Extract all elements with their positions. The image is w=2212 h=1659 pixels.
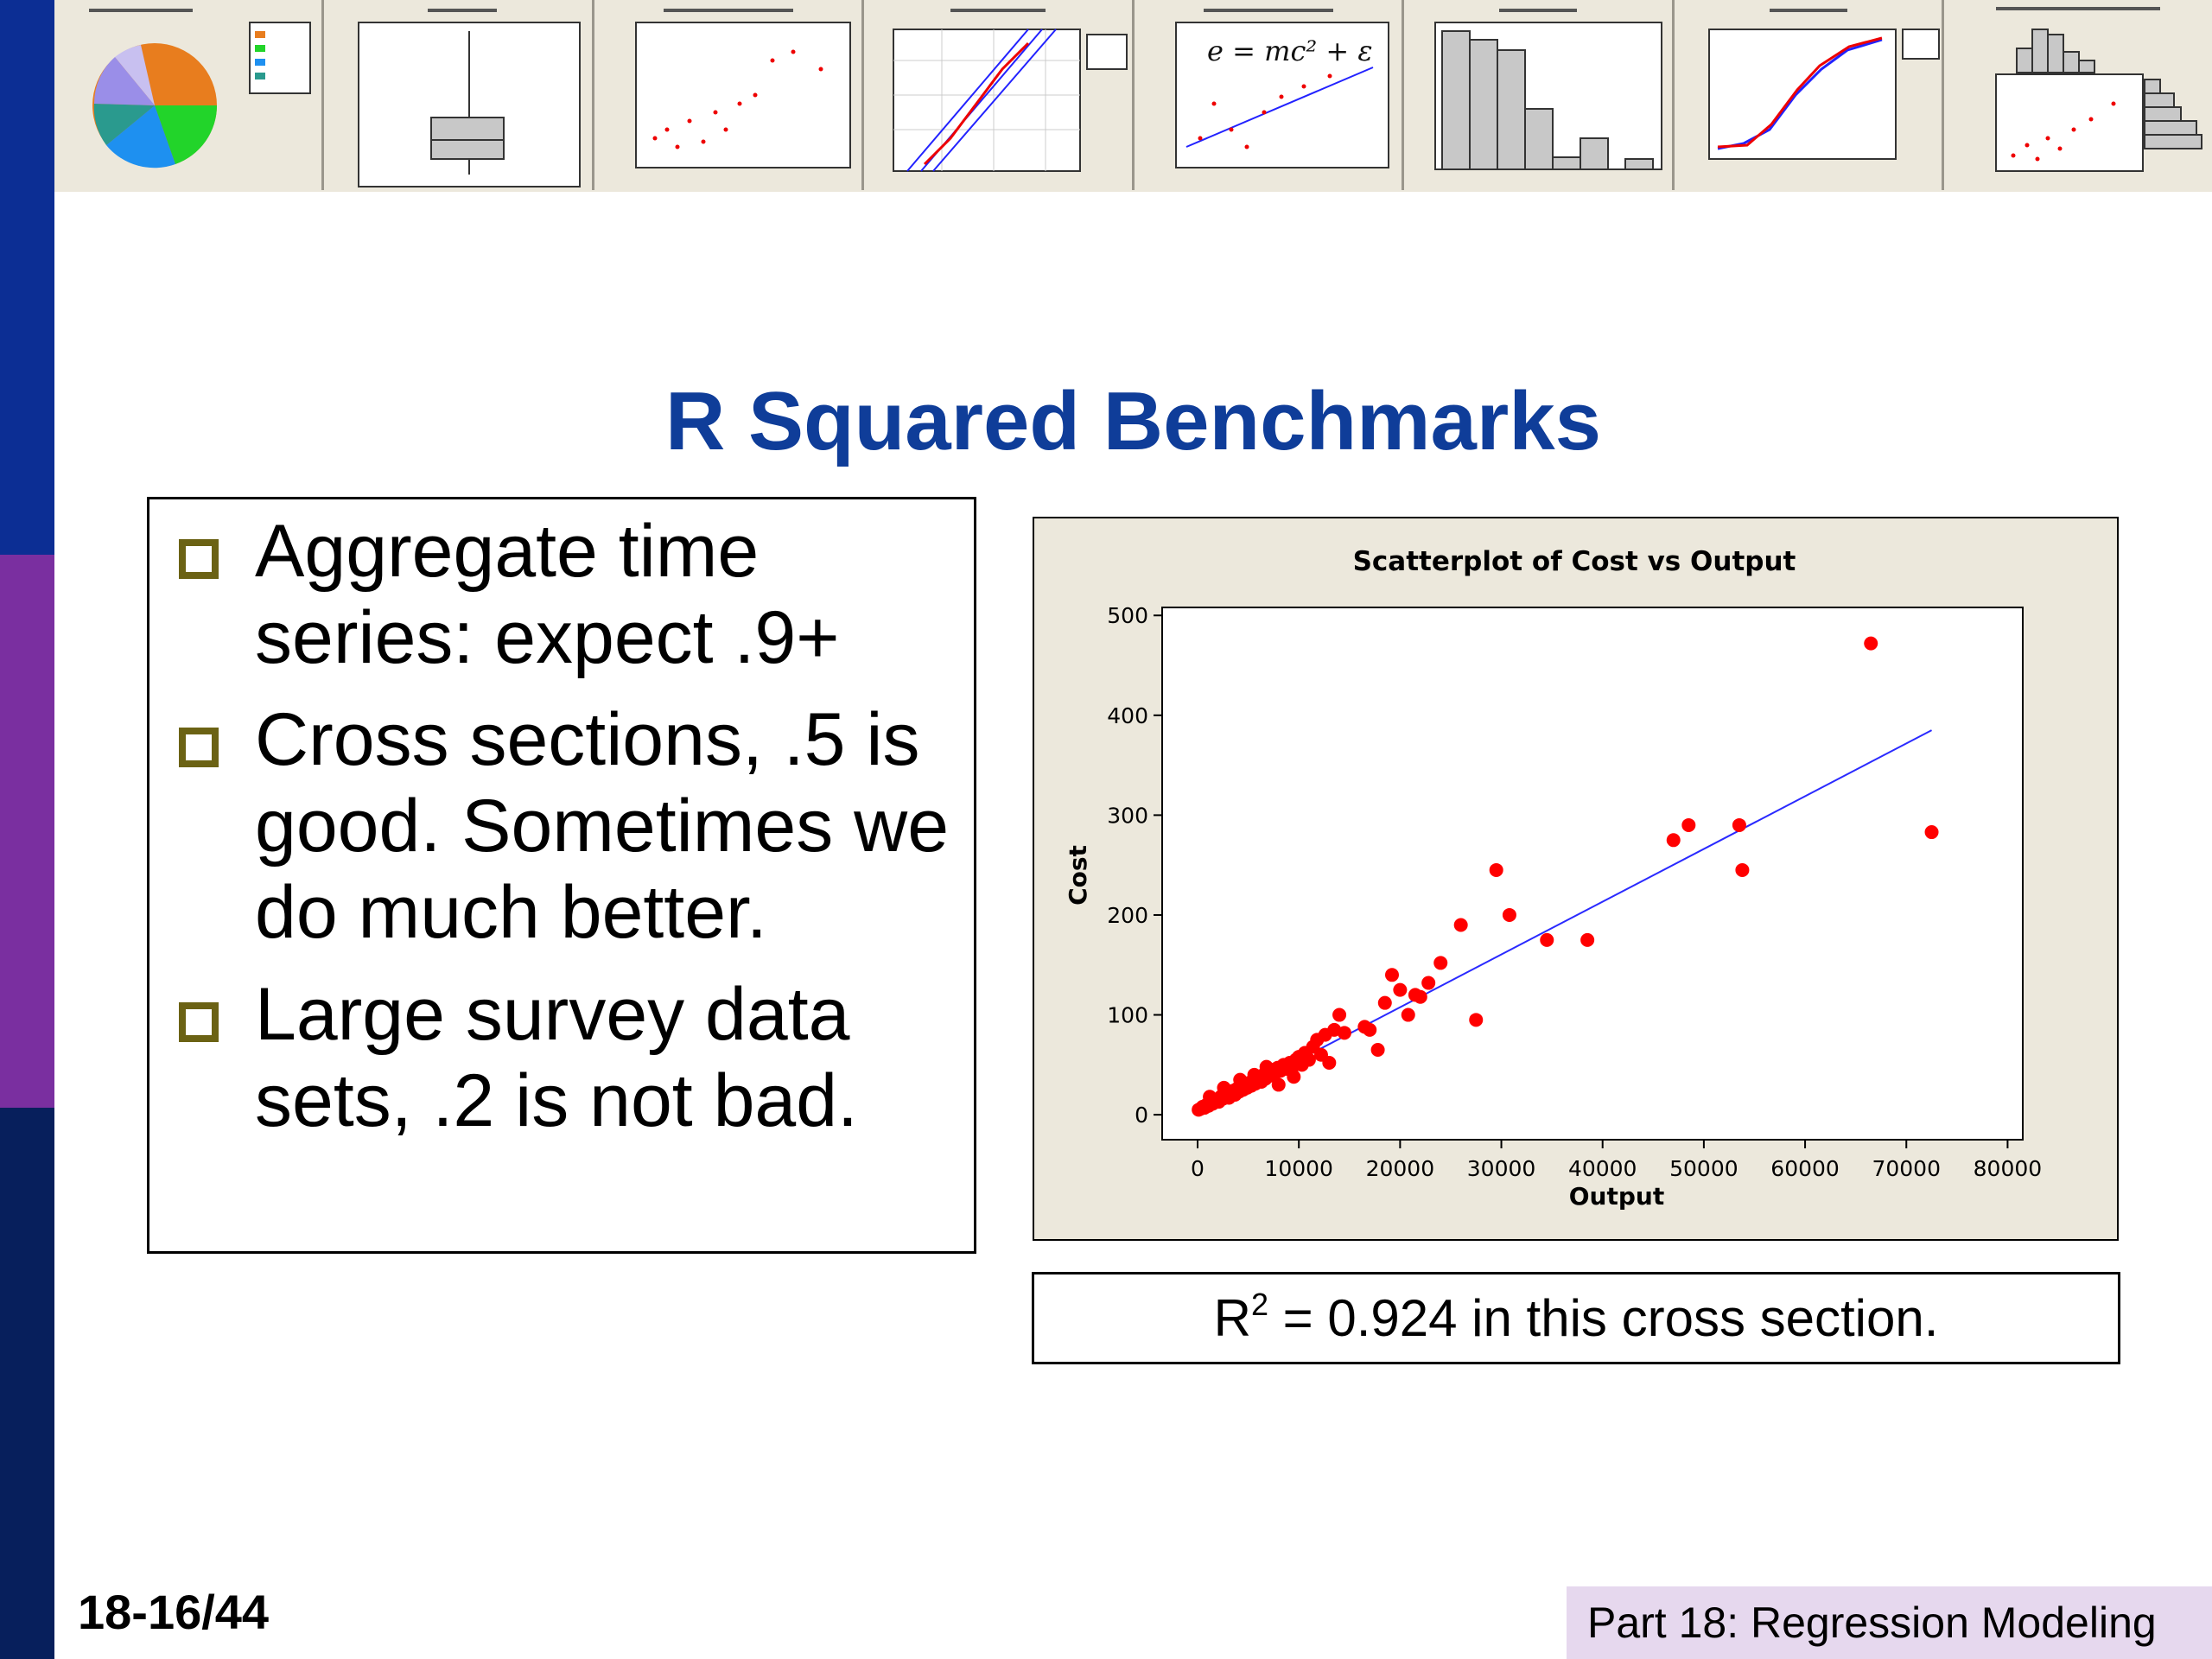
banner-probability-plot-thumbnail [864, 0, 1135, 190]
y-tick-label: 200 [1107, 903, 1148, 928]
banner-marginal-plot-thumbnail [1944, 0, 2212, 190]
r-squared-caption: R2 = 0.924 in this cross section. [1032, 1272, 2120, 1364]
data-point [1453, 918, 1468, 932]
bullet-text: Large survey data sets, .2 is not bad. [255, 973, 858, 1142]
data-point [1384, 968, 1399, 982]
data-point [1469, 1013, 1484, 1027]
bullet-item: Aggregate time series: expect .9+ [149, 508, 974, 681]
caption-suffix: = 0.924 in this cross section. [1268, 1289, 1939, 1347]
data-point [1287, 1070, 1301, 1084]
data-point [1370, 1042, 1385, 1057]
x-tick-label: 50000 [1669, 1156, 1738, 1181]
data-point [1421, 976, 1436, 990]
scatterplot-svg: Scatterplot of Cost vs Output 0 100 200 300… [1064, 546, 2042, 1211]
data-point [1489, 862, 1503, 877]
banner-empirical-cdf-thumbnail [1675, 0, 1944, 190]
x-tick-label: 10000 [1264, 1156, 1333, 1181]
x-tick-label: 80000 [1974, 1156, 2043, 1181]
y-tick-label: 500 [1107, 603, 1148, 628]
square-bullet-icon [179, 539, 219, 579]
data-point [1332, 1007, 1347, 1022]
y-tick-label: 400 [1107, 703, 1148, 728]
data-point [1924, 825, 1939, 840]
page-number: 18-16/44 [78, 1585, 270, 1639]
data-point [1580, 932, 1595, 947]
caption-prefix: R [1213, 1289, 1251, 1347]
square-bullet-icon [179, 728, 219, 767]
y-axis: 0 100 200 300 400 500 [1107, 603, 1162, 1128]
sidebar-band-bottom [0, 1108, 54, 1659]
data-point [1301, 1052, 1316, 1067]
scatterplot-chart: Scatterplot of Cost vs Output 0 100 200 300… [1033, 517, 2119, 1241]
data-point [1363, 1022, 1377, 1037]
data-points [1192, 636, 1939, 1117]
data-point [1203, 1090, 1217, 1104]
data-point [1247, 1067, 1262, 1082]
banner-scatter-thumbnail [594, 0, 864, 190]
banner-histogram-thumbnail [1404, 0, 1675, 190]
data-point [1666, 833, 1681, 848]
banner-formula-text: e = mc² + ε [1207, 35, 1373, 67]
banner-formula-thumbnail: e = mc² + ε [1135, 0, 1404, 190]
bullet-box: Aggregate time series: expect .9+ Cross … [147, 497, 976, 1254]
data-point [1540, 932, 1554, 947]
chart-title: Scatterplot of Cost vs Output [1353, 546, 1796, 577]
sidebar-band-middle [0, 555, 54, 1108]
banner-boxplot-thumbnail [324, 0, 594, 190]
bullet-list: Aggregate time series: expect .9+ Cross … [149, 508, 974, 1160]
bullet-text: Cross sections, .5 is good. Sometimes we… [255, 698, 950, 954]
banner-pie-thumbnail [54, 0, 324, 190]
data-point [1337, 1026, 1351, 1040]
data-point [1393, 982, 1408, 997]
x-tick-label: 30000 [1467, 1156, 1536, 1181]
caption-superscript: 2 [1250, 1287, 1268, 1322]
header-banner: e = mc² + ε [54, 0, 2212, 192]
data-point [1401, 1007, 1415, 1022]
x-tick-label: 40000 [1568, 1156, 1637, 1181]
x-tick-label: 20000 [1366, 1156, 1435, 1181]
data-point [1732, 817, 1746, 832]
bullet-item: Large survey data sets, .2 is not bad. [149, 971, 974, 1144]
data-point [1681, 817, 1696, 832]
data-point [1413, 989, 1427, 1004]
sidebar-band-top [0, 0, 54, 555]
data-point [1217, 1080, 1231, 1095]
y-axis-label: Cost [1064, 845, 1092, 906]
slide-title: R Squared Benchmarks [664, 375, 1602, 467]
data-point [1502, 907, 1516, 922]
data-point [1735, 862, 1750, 877]
x-axis-label: Output [1569, 1182, 1664, 1211]
data-point [1259, 1059, 1274, 1074]
data-point [1433, 956, 1448, 970]
x-axis: 0 10000 20000 30000 40000 50000 60000 70000 8000… [1191, 1140, 2042, 1181]
y-tick-label: 300 [1107, 803, 1148, 828]
data-point [1377, 995, 1392, 1010]
bullet-item: Cross sections, .5 is good. Sometimes we… [149, 696, 974, 956]
x-tick-label: 60000 [1770, 1156, 1840, 1181]
bullet-text: Aggregate time series: expect .9+ [255, 510, 840, 679]
data-point [1271, 1077, 1286, 1092]
x-tick-label: 0 [1191, 1156, 1205, 1181]
y-tick-label: 100 [1107, 1003, 1148, 1028]
y-tick-label: 0 [1135, 1103, 1148, 1128]
square-bullet-icon [179, 1002, 219, 1042]
data-point [1322, 1056, 1337, 1071]
data-point [1864, 636, 1878, 651]
footer-label: Part 18: Regression Modeling [1567, 1586, 2212, 1659]
x-tick-label: 70000 [1872, 1156, 1941, 1181]
data-point [1233, 1072, 1248, 1087]
